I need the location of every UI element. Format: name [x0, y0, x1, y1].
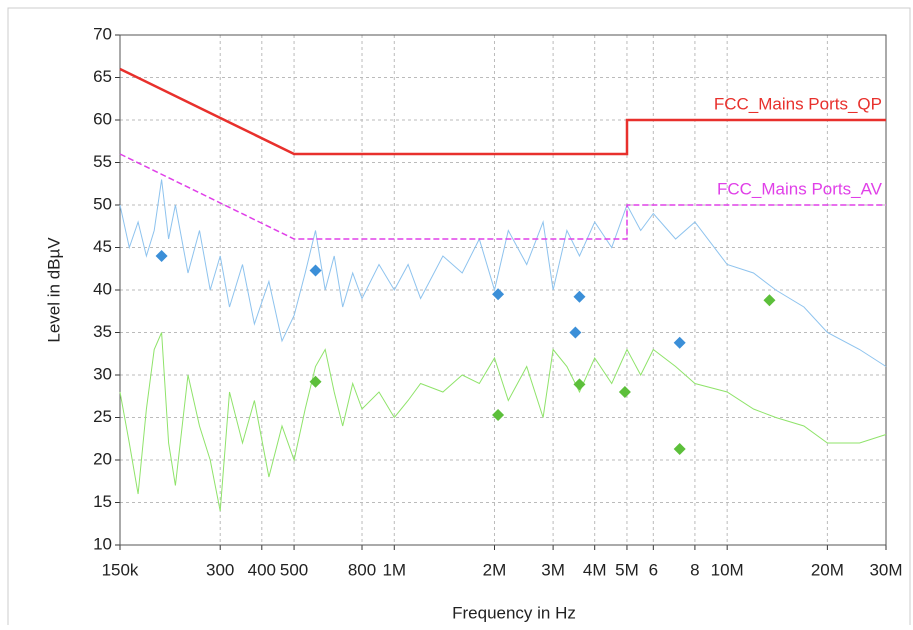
- y-tick-label: 65: [93, 67, 112, 86]
- x-tick-label: 10M: [711, 560, 744, 579]
- y-tick-label: 45: [93, 237, 112, 256]
- series-label: FCC_Mains Ports_AV: [717, 179, 883, 198]
- plot-area: [119, 34, 887, 546]
- series-label: FCC_Mains Ports_QP: [714, 94, 882, 113]
- y-tick-label: 20: [93, 449, 112, 468]
- x-tick-label: 4M: [583, 560, 607, 579]
- marker: [492, 408, 505, 421]
- x-tick-label: 400: [248, 560, 276, 579]
- y-tick-label: 50: [93, 194, 112, 213]
- x-tick-label: 3M: [541, 560, 565, 579]
- marker: [573, 290, 586, 303]
- x-tick-label: 1M: [382, 560, 406, 579]
- marker: [309, 375, 322, 388]
- trace-line: [119, 332, 887, 512]
- x-tick-label: 6: [649, 560, 658, 579]
- marker: [569, 326, 582, 339]
- trace-line: [119, 179, 887, 367]
- y-tick-label: 60: [93, 109, 112, 128]
- x-tick-label: 2M: [483, 560, 507, 579]
- marker: [155, 250, 168, 262]
- x-tick-label: 8: [690, 560, 699, 579]
- x-tick-label: 500: [280, 560, 308, 579]
- y-axis-label: Level in dBµV: [44, 237, 63, 343]
- trace-line: [119, 67, 886, 156]
- y-tick-label: 25: [93, 407, 112, 426]
- x-axis-label: Frequency in Hz: [452, 603, 576, 622]
- frame: [7, 7, 911, 630]
- x-tick-label: 300: [206, 560, 234, 579]
- x-tick-label: 800: [348, 560, 376, 579]
- trace-line: [119, 153, 886, 240]
- marker: [573, 378, 586, 391]
- y-tick-label: 35: [93, 322, 112, 341]
- x-tick-label: 150k: [102, 560, 139, 579]
- x-tick-label: 5M: [615, 560, 639, 579]
- x-tick-label: 30M: [869, 560, 902, 579]
- marker: [492, 288, 505, 301]
- y-tick-label: 55: [93, 152, 112, 171]
- y-tick-label: 30: [93, 364, 112, 383]
- marker: [618, 386, 631, 398]
- y-tick-label: 15: [93, 492, 112, 511]
- y-tick-label: 10: [93, 534, 112, 553]
- y-tick-label: 40: [93, 279, 112, 298]
- y-tick-label: 70: [93, 24, 112, 43]
- marker: [673, 442, 686, 455]
- marker: [309, 264, 322, 277]
- x-tick-label: 20M: [811, 560, 844, 579]
- marker: [763, 294, 776, 307]
- marker: [673, 336, 686, 349]
